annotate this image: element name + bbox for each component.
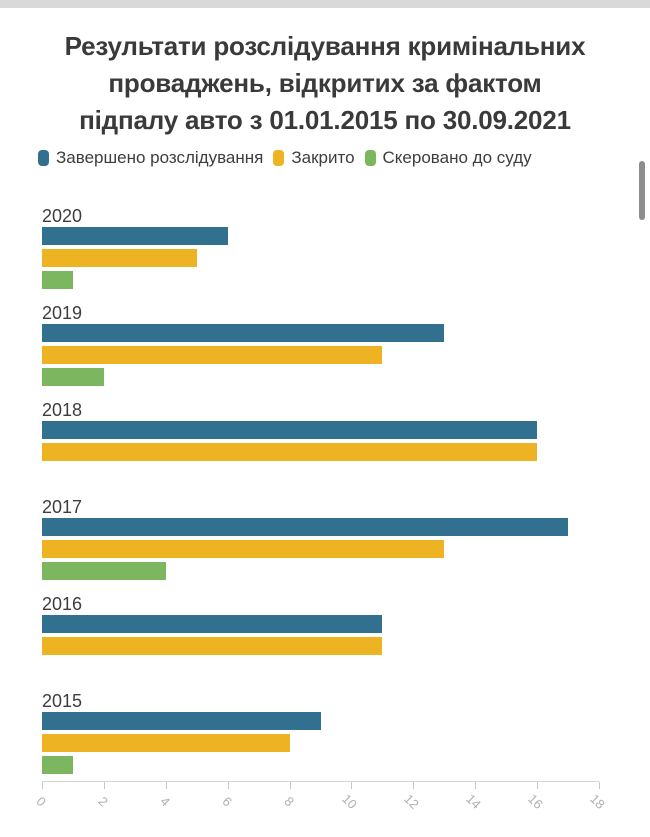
scrollbar-thumb[interactable] [639, 161, 645, 220]
year-label-2015: 2015 [42, 691, 83, 711]
axis-tick-label-0: 0 [33, 793, 50, 810]
bar-row-closed-2019 [42, 346, 599, 368]
axis-tick-16 [537, 782, 539, 789]
axis-tick-8 [289, 782, 291, 789]
chart-title: Результати розслідування кримінальних пр… [0, 28, 650, 139]
bar-completed-investigation-2015[interactable] [42, 712, 321, 730]
legend-swatch-sent-to-court-icon [364, 150, 376, 166]
bar-row-completed-investigation-2019 [42, 324, 599, 346]
bar-completed-investigation-2019[interactable] [42, 324, 445, 342]
axis-tick-18 [599, 782, 600, 789]
axis-tick-12 [413, 782, 415, 789]
legend-label: Завершено розслідування [56, 148, 264, 167]
axis-tick-6 [227, 782, 229, 789]
bar-completed-investigation-2020[interactable] [42, 227, 228, 245]
bar-sent-to-court-2019[interactable] [42, 368, 104, 386]
bar-row-sent-to-court-2019 [42, 368, 599, 390]
bar-row-closed-2016 [42, 637, 599, 659]
chart-area: 2020 2019 2018 2017 2016 2015 [42, 206, 599, 790]
bar-row-sent-to-court-2015 [42, 756, 599, 778]
bar-closed-2016[interactable] [42, 637, 383, 655]
year-label-2020: 2020 [42, 206, 83, 226]
bar-row-sent-to-court-2016 [42, 659, 599, 681]
bar-closed-2017[interactable] [42, 540, 445, 558]
axis-tick-label-12: 12 [401, 791, 423, 812]
year-label-2019: 2019 [42, 303, 83, 323]
bar-sent-to-court-2015[interactable] [42, 756, 73, 774]
bar-row-sent-to-court-2020 [42, 271, 599, 293]
chart-legend: Завершено розслідування Закрито Скерован… [38, 148, 532, 168]
bar-sent-to-court-2020[interactable] [42, 271, 73, 289]
legend-label: Скеровано до суду [382, 148, 532, 167]
year-label-2018: 2018 [42, 400, 83, 420]
axis-tick-label-16: 16 [525, 791, 547, 812]
x-axis-line [42, 781, 599, 782]
bar-row-completed-investigation-2020 [42, 227, 599, 249]
axis-tick-label-6: 6 [219, 793, 235, 810]
bar-row-closed-2015 [42, 734, 599, 756]
axis-tick-4 [165, 782, 167, 789]
axis-tick-label-14: 14 [463, 791, 485, 812]
year-group-2018: 2018 [42, 400, 599, 499]
bar-row-completed-investigation-2018 [42, 421, 599, 443]
year-label-2016: 2016 [42, 594, 83, 614]
bar-sent-to-court-2017[interactable] [42, 562, 166, 580]
axis-tick-label-10: 10 [339, 791, 361, 812]
bar-row-closed-2017 [42, 540, 599, 562]
axis-tick-label-4: 4 [157, 793, 173, 810]
bar-row-closed-2020 [42, 249, 599, 271]
bar-closed-2015[interactable] [42, 734, 290, 752]
x-axis: 0 2 4 6 8 10 12 14 16 18 [33, 781, 608, 831]
legend-item-completed-investigation: Завершено розслідування [38, 148, 263, 168]
year-group-2016: 2016 [42, 594, 599, 693]
bar-closed-2020[interactable] [42, 249, 197, 267]
year-group-2015: 2015 [42, 691, 599, 790]
legend-item-closed: Закрито [273, 148, 355, 168]
bar-completed-investigation-2016[interactable] [42, 615, 383, 633]
year-group-2017: 2017 [42, 497, 599, 596]
bar-completed-investigation-2018[interactable] [42, 421, 538, 439]
chart-title-line-1: Результати розслідування кримінальних [64, 31, 586, 61]
chart-title-line-2: проваджень, відкритих за фактом [108, 68, 542, 98]
year-group-2019: 2019 [42, 303, 599, 402]
bar-row-completed-investigation-2015 [42, 712, 599, 734]
axis-tick-label-2: 2 [95, 793, 112, 810]
bar-row-completed-investigation-2017 [42, 518, 599, 540]
bar-completed-investigation-2017[interactable] [42, 518, 569, 536]
axis-tick-10 [351, 782, 353, 789]
window-top-edge [0, 0, 650, 8]
bar-row-closed-2018 [42, 443, 599, 465]
bar-closed-2018[interactable] [42, 443, 538, 461]
bar-row-sent-to-court-2018 [42, 465, 599, 487]
axis-tick-label-8: 8 [280, 793, 297, 810]
legend-swatch-closed-icon [273, 150, 285, 166]
axis-tick-2 [103, 782, 105, 789]
chart-title-line-3: підпалу авто з 01.01.2015 по 30.09.2021 [79, 105, 571, 135]
axis-tick-0 [42, 782, 43, 789]
legend-swatch-completed-investigation-icon [38, 150, 49, 166]
bar-row-sent-to-court-2017 [42, 562, 599, 584]
bar-closed-2019[interactable] [42, 346, 383, 364]
legend-label: Закрито [291, 148, 355, 167]
legend-item-sent-to-court: Скеровано до суду [364, 148, 532, 168]
year-label-2017: 2017 [42, 497, 83, 517]
axis-tick-14 [475, 782, 477, 789]
year-group-2020: 2020 [42, 206, 599, 305]
axis-tick-label-18: 18 [587, 791, 608, 812]
bar-row-completed-investigation-2016 [42, 615, 599, 637]
